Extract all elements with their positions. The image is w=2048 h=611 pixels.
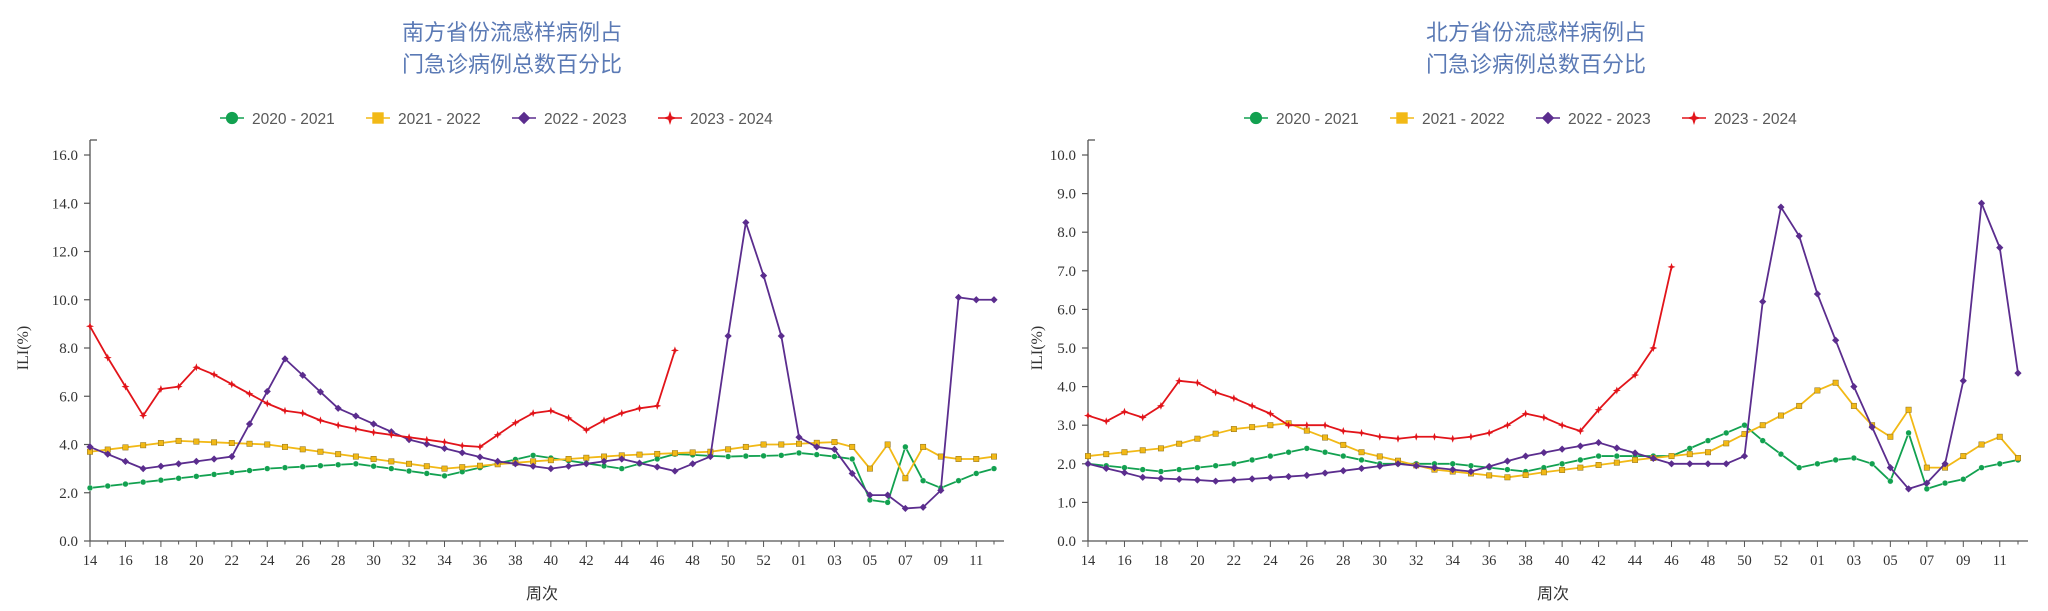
svg-text:28: 28 xyxy=(1336,553,1351,569)
svg-text:24: 24 xyxy=(260,553,275,569)
svg-text:1.0: 1.0 xyxy=(1057,495,1076,511)
svg-text:14: 14 xyxy=(83,553,98,569)
svg-text:22: 22 xyxy=(1227,553,1242,569)
svg-text:2022 - 2023: 2022 - 2023 xyxy=(544,111,627,128)
svg-text:05: 05 xyxy=(863,553,878,569)
svg-text:周次: 周次 xyxy=(526,585,558,603)
svg-text:38: 38 xyxy=(1518,553,1533,569)
svg-text:北方省份流感样病例占: 北方省份流感样病例占 xyxy=(1426,20,1646,45)
svg-text:2020 - 2021: 2020 - 2021 xyxy=(1276,111,1359,128)
svg-text:03: 03 xyxy=(827,553,842,569)
svg-text:2.0: 2.0 xyxy=(1057,457,1076,473)
svg-text:8.0: 8.0 xyxy=(59,341,78,357)
svg-text:ILI(%): ILI(%) xyxy=(15,326,32,370)
svg-text:4.0: 4.0 xyxy=(59,438,78,454)
svg-text:2023 - 2024: 2023 - 2024 xyxy=(690,111,773,128)
svg-text:11: 11 xyxy=(1993,553,2007,569)
svg-text:05: 05 xyxy=(1883,553,1898,569)
svg-text:36: 36 xyxy=(473,553,488,569)
svg-text:52: 52 xyxy=(1774,553,1789,569)
svg-text:01: 01 xyxy=(1810,553,1825,569)
svg-text:46: 46 xyxy=(1664,553,1679,569)
svg-text:16.0: 16.0 xyxy=(52,148,78,164)
svg-text:2021 - 2022: 2021 - 2022 xyxy=(398,111,481,128)
svg-text:16: 16 xyxy=(1117,553,1132,569)
svg-text:44: 44 xyxy=(1628,553,1643,569)
svg-text:44: 44 xyxy=(615,553,630,569)
svg-text:20: 20 xyxy=(189,553,204,569)
svg-text:48: 48 xyxy=(685,553,700,569)
svg-text:0.0: 0.0 xyxy=(1057,534,1076,550)
svg-text:50: 50 xyxy=(721,553,736,569)
svg-text:40: 40 xyxy=(1555,553,1570,569)
svg-text:09: 09 xyxy=(934,553,949,569)
svg-text:34: 34 xyxy=(1445,553,1460,569)
svg-text:2022 - 2023: 2022 - 2023 xyxy=(1568,111,1651,128)
svg-text:南方省份流感样病例占: 南方省份流感样病例占 xyxy=(402,20,622,45)
svg-text:周次: 周次 xyxy=(1537,585,1569,603)
svg-text:40: 40 xyxy=(544,553,559,569)
svg-text:26: 26 xyxy=(1300,553,1315,569)
svg-text:10.0: 10.0 xyxy=(1050,148,1076,164)
svg-text:07: 07 xyxy=(898,553,913,569)
svg-text:4.0: 4.0 xyxy=(1057,380,1076,396)
svg-text:20: 20 xyxy=(1190,553,1205,569)
svg-text:42: 42 xyxy=(1591,553,1606,569)
svg-text:14: 14 xyxy=(1081,553,1096,569)
svg-text:16: 16 xyxy=(118,553,133,569)
svg-text:8.0: 8.0 xyxy=(1057,225,1076,241)
svg-text:09: 09 xyxy=(1956,553,1971,569)
svg-text:7.0: 7.0 xyxy=(1057,264,1076,280)
svg-text:2.0: 2.0 xyxy=(59,486,78,502)
svg-text:32: 32 xyxy=(1409,553,1424,569)
svg-text:5.0: 5.0 xyxy=(1057,341,1076,357)
svg-text:30: 30 xyxy=(366,553,381,569)
svg-text:36: 36 xyxy=(1482,553,1497,569)
svg-text:14.0: 14.0 xyxy=(52,196,78,212)
svg-text:3.0: 3.0 xyxy=(1057,418,1076,434)
svg-text:26: 26 xyxy=(295,553,310,569)
svg-text:48: 48 xyxy=(1701,553,1716,569)
svg-text:门急诊病例总数百分比: 门急诊病例总数百分比 xyxy=(1426,52,1646,77)
svg-text:10.0: 10.0 xyxy=(52,293,78,309)
svg-text:38: 38 xyxy=(508,553,523,569)
svg-text:32: 32 xyxy=(402,553,417,569)
svg-text:03: 03 xyxy=(1847,553,1862,569)
svg-text:11: 11 xyxy=(969,553,983,569)
svg-text:门急诊病例总数百分比: 门急诊病例总数百分比 xyxy=(402,52,622,77)
svg-text:01: 01 xyxy=(792,553,807,569)
svg-text:6.0: 6.0 xyxy=(59,389,78,405)
svg-text:30: 30 xyxy=(1373,553,1388,569)
svg-text:28: 28 xyxy=(331,553,346,569)
svg-text:2020 - 2021: 2020 - 2021 xyxy=(252,111,335,128)
svg-text:34: 34 xyxy=(437,553,452,569)
svg-text:0.0: 0.0 xyxy=(59,534,78,550)
svg-text:2021 - 2022: 2021 - 2022 xyxy=(1422,111,1505,128)
svg-text:6.0: 6.0 xyxy=(1057,302,1076,318)
svg-text:22: 22 xyxy=(225,553,240,569)
svg-text:ILI(%): ILI(%) xyxy=(1029,326,1046,370)
svg-text:42: 42 xyxy=(579,553,594,569)
svg-text:52: 52 xyxy=(756,553,771,569)
svg-text:46: 46 xyxy=(650,553,665,569)
svg-text:2023 - 2024: 2023 - 2024 xyxy=(1714,111,1797,128)
svg-text:07: 07 xyxy=(1920,553,1935,569)
svg-text:18: 18 xyxy=(154,553,169,569)
svg-text:50: 50 xyxy=(1737,553,1752,569)
svg-text:9.0: 9.0 xyxy=(1057,187,1076,203)
svg-text:18: 18 xyxy=(1154,553,1169,569)
svg-text:24: 24 xyxy=(1263,553,1278,569)
svg-text:12.0: 12.0 xyxy=(52,245,78,261)
